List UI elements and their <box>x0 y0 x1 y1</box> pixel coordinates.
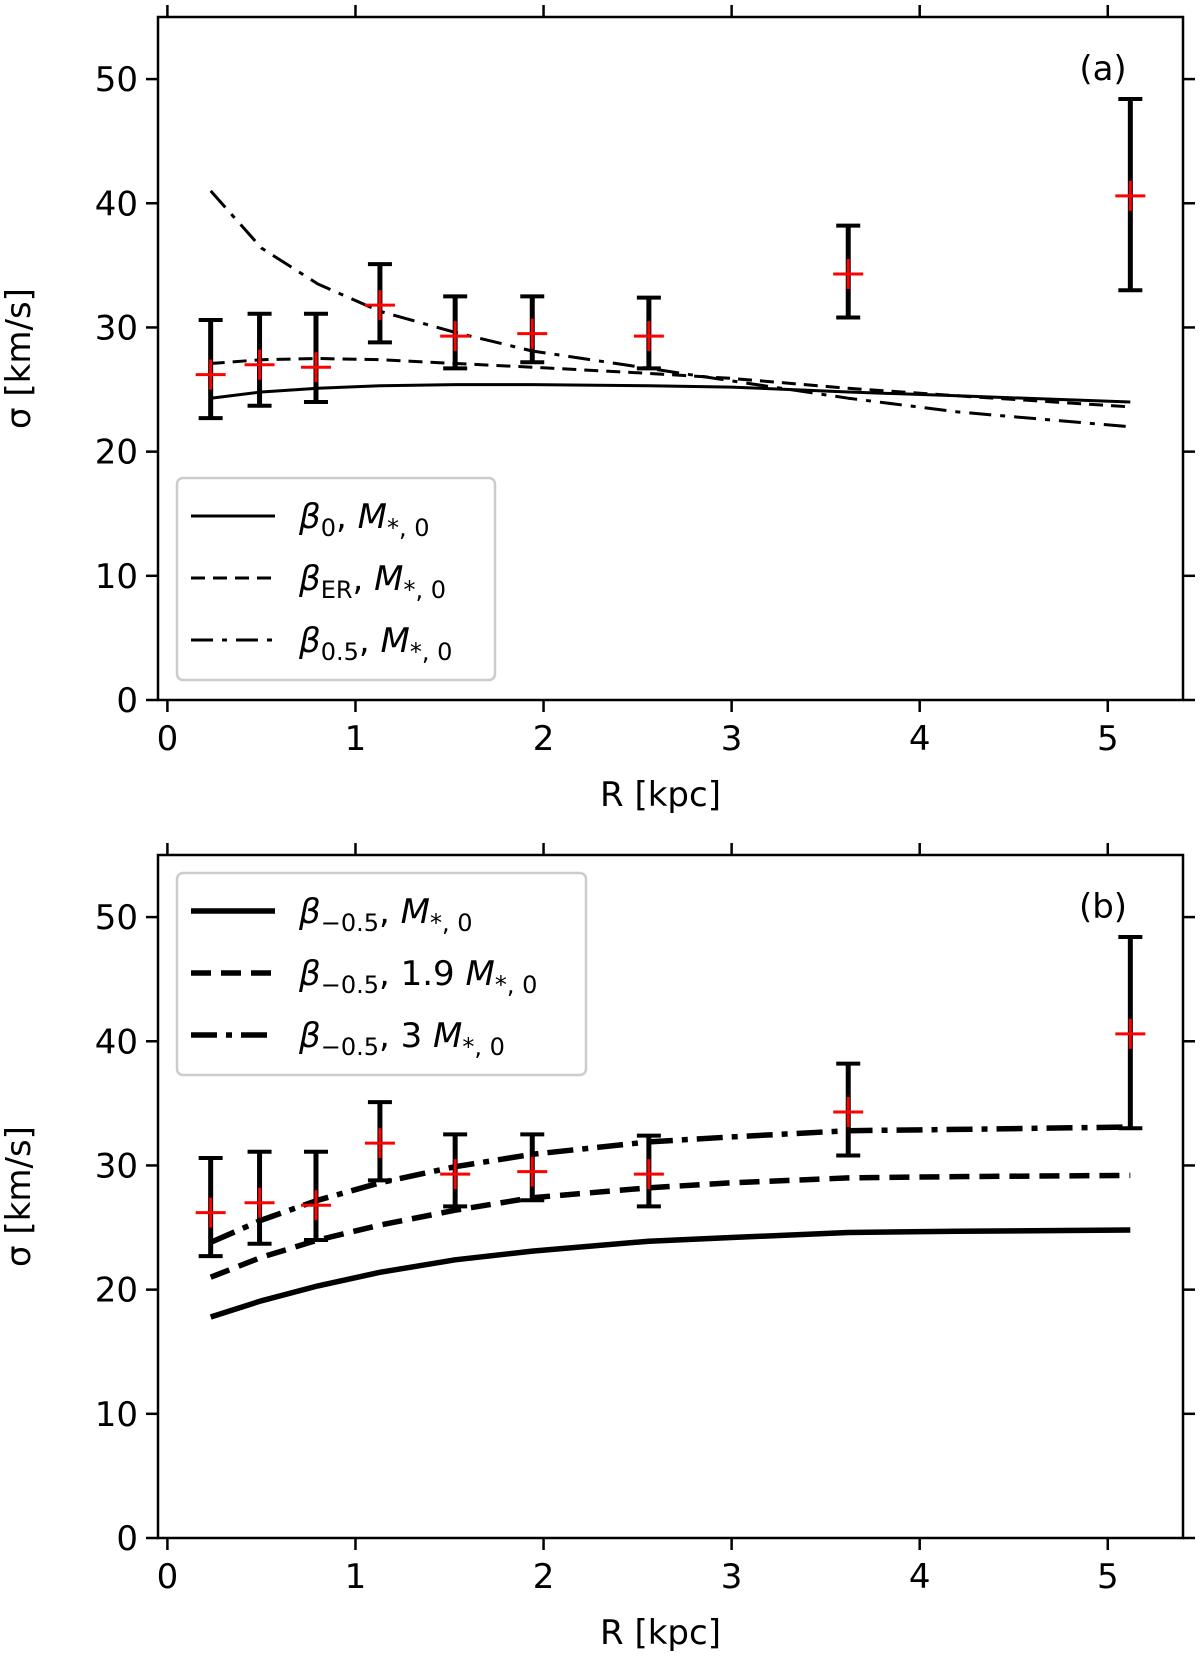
legend-box <box>175 871 588 1077</box>
x-axis-label: R [kpc] <box>600 775 721 815</box>
data-point-5 <box>440 294 471 371</box>
plot-frame-b <box>156 853 1185 1540</box>
panel-label: (a) <box>1079 49 1126 89</box>
x-tick-label-0: 0 <box>157 719 179 759</box>
data-point-6 <box>517 294 548 365</box>
y-tick-label-40: 40 <box>95 1022 138 1062</box>
y-tick-label-20: 20 <box>95 1271 138 1311</box>
series-line-1 <box>210 383 1131 404</box>
y-tick-label-50: 50 <box>95 60 138 100</box>
legend-label-2: β−0.5, 1.9 M*, 0 <box>298 954 537 999</box>
data-point-3 <box>300 311 331 404</box>
data-point-5 <box>440 1132 471 1209</box>
legend-label-3: β0.5, M*, 0 <box>298 621 452 666</box>
x-tick-label-0: 0 <box>157 1557 179 1597</box>
series-line-1 <box>209 1227 1131 1320</box>
legend-label-2: βER, M*, 0 <box>298 559 446 604</box>
x-tick-label-3: 3 <box>721 1557 743 1597</box>
x-tick-label-1: 1 <box>345 719 367 759</box>
legend-box <box>175 476 497 682</box>
data-point-1 <box>195 318 226 421</box>
series-line-3 <box>209 1124 1131 1245</box>
legend: β0, M*, 0 βER, M*, 0 β0.5, M*, 0 <box>175 476 497 682</box>
x-tick-label-1: 1 <box>345 1557 367 1597</box>
x-tick-label-2: 2 <box>533 719 555 759</box>
series-line-3 <box>209 189 1131 429</box>
data-point-9 <box>1115 96 1146 293</box>
legend-label-1: β−0.5, M*, 0 <box>298 892 472 937</box>
plot-frame-a <box>156 15 1185 702</box>
data-point-8 <box>833 223 864 320</box>
data-point-4 <box>364 1100 395 1183</box>
y-tick-label-30: 30 <box>95 308 138 348</box>
x-tick-label-4: 4 <box>909 719 931 759</box>
y-tick-label-10: 10 <box>95 557 138 597</box>
x-tick-label-5: 5 <box>1097 1557 1119 1597</box>
data-point-7 <box>633 295 664 371</box>
legend-label-3: β−0.5, 3 M*, 0 <box>298 1016 505 1061</box>
data-point-1 <box>195 1156 226 1259</box>
data-point-6 <box>517 1132 548 1203</box>
data-point-3 <box>300 1149 331 1242</box>
data-point-2 <box>244 1149 275 1246</box>
data-point-9 <box>1115 934 1146 1131</box>
y-tick-label-30: 30 <box>95 1146 138 1186</box>
legend: β−0.5, M*, 0 β−0.5, 1.9 M*, 0 β−0.5, 3 M*,… <box>175 871 588 1077</box>
y-tick-label-0: 0 <box>116 681 138 721</box>
series-line-2 <box>210 357 1131 409</box>
y-axis-label: σ [km/s] <box>0 1126 39 1267</box>
series-line-2 <box>209 1172 1131 1280</box>
y-tick-label-10: 10 <box>95 1395 138 1435</box>
data-point-4 <box>364 262 395 345</box>
data-point-8 <box>833 1061 864 1158</box>
y-tick-label-20: 20 <box>95 433 138 473</box>
x-tick-label-5: 5 <box>1097 719 1119 759</box>
data-point-7 <box>633 1133 664 1209</box>
x-tick-label-3: 3 <box>721 719 743 759</box>
y-axis-label: σ [km/s] <box>0 288 39 429</box>
x-tick-label-4: 4 <box>909 1557 931 1597</box>
panel-label: (b) <box>1079 887 1127 927</box>
y-tick-label-50: 50 <box>95 898 138 938</box>
legend-label-1: β0, M*, 0 <box>298 497 429 542</box>
x-tick-label-2: 2 <box>533 1557 555 1597</box>
x-axis-label: R [kpc] <box>600 1613 721 1653</box>
y-tick-label-40: 40 <box>95 184 138 224</box>
y-tick-label-0: 0 <box>116 1519 138 1559</box>
data-point-2 <box>244 311 275 408</box>
